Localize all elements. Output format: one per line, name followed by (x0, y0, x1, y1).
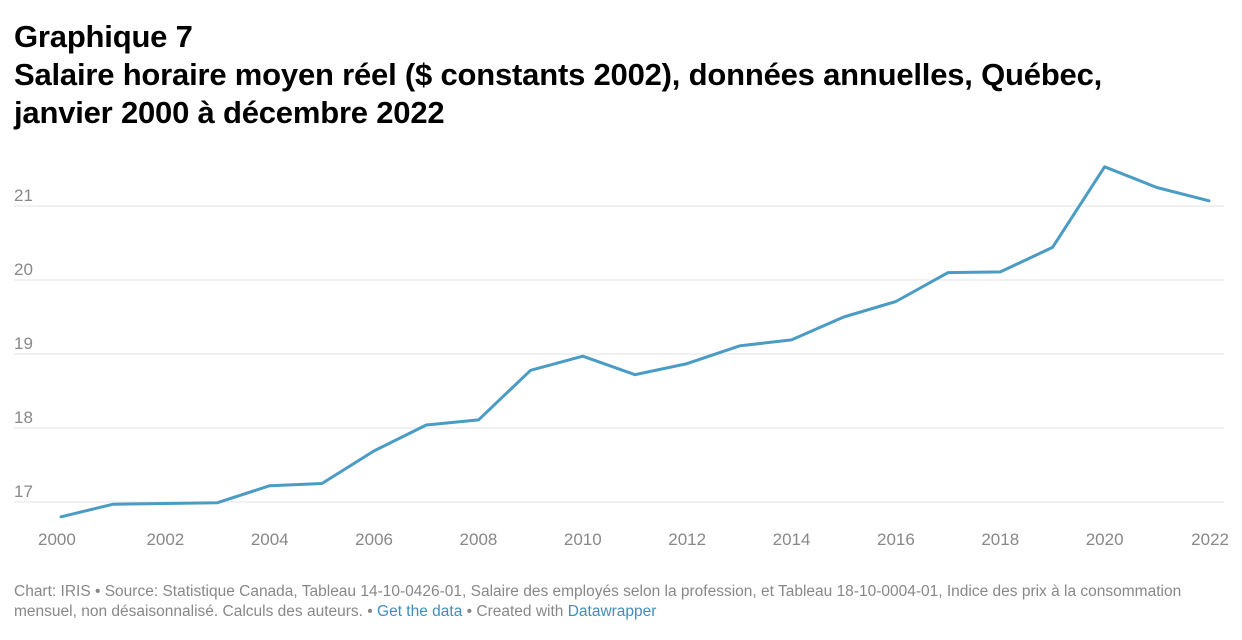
y-axis-ticks: 17 18 19 20 21 (14, 186, 33, 501)
footer-separator: • (90, 583, 105, 600)
x-tick-label: 2014 (773, 530, 811, 549)
data-point (1155, 186, 1158, 189)
x-tick-label: 2002 (146, 530, 184, 549)
source-note: Source: Statistique Canada, Tableau 14-1… (14, 583, 1182, 620)
series-line (59, 165, 1211, 519)
footer-separator: • (462, 603, 477, 620)
data-point (373, 449, 376, 452)
data-point (1103, 165, 1106, 168)
y-tick-label: 20 (14, 260, 33, 279)
y-tick-label: 18 (14, 408, 33, 427)
x-tick-label: 2006 (355, 530, 393, 549)
x-tick-label: 2008 (460, 530, 498, 549)
x-tick-label: 2004 (251, 530, 289, 549)
chart-footer: Chart: IRIS • Source: Statistique Canada… (14, 582, 1229, 622)
data-point (686, 362, 689, 365)
data-point (1208, 199, 1211, 202)
series-layer (59, 165, 1211, 519)
data-point (268, 484, 271, 487)
x-tick-label: 2016 (877, 530, 915, 549)
data-point (581, 355, 584, 358)
x-tick-label: 2022 (1191, 530, 1229, 549)
data-point (529, 369, 532, 372)
x-tick-label: 2018 (981, 530, 1019, 549)
data-point (842, 316, 845, 319)
x-tick-label: 2020 (1086, 530, 1124, 549)
chart-header: Graphique 7 Salaire horaire moyen réel (… (14, 18, 1224, 132)
data-point (947, 271, 950, 274)
data-point (425, 424, 428, 427)
data-point (216, 501, 219, 504)
created-with-label: Created with (476, 603, 568, 620)
chart-title-line-2: janvier 2000 à décembre 2022 (14, 95, 445, 130)
y-tick-label: 19 (14, 334, 33, 353)
x-tick-label: 2000 (38, 530, 76, 549)
chart-credit: Chart: IRIS (14, 583, 91, 600)
data-point (164, 502, 167, 505)
data-point (999, 270, 1002, 273)
data-point (1051, 246, 1054, 249)
data-point (477, 418, 480, 421)
y-tick-label: 21 (14, 186, 33, 205)
get-data-link[interactable]: Get the data (377, 603, 463, 620)
data-point (60, 515, 63, 518)
chart-kicker: Graphique 7 (14, 19, 193, 54)
y-tick-label: 17 (14, 482, 33, 501)
data-point (112, 503, 115, 506)
chart-title-line-1: Salaire horaire moyen réel ($ constants … (14, 57, 1103, 92)
grid-lines (14, 205, 1224, 503)
data-point (634, 373, 637, 376)
data-point (320, 482, 323, 485)
x-axis-ticks: 2000 2002 2004 2006 2008 2010 2012 2014 2016 2018… (38, 530, 1229, 549)
data-point (894, 300, 897, 303)
footer-separator: • (362, 603, 378, 620)
x-tick-label: 2012 (668, 530, 706, 549)
x-tick-label: 2010 (564, 530, 602, 549)
data-point (790, 338, 793, 341)
datawrapper-link[interactable]: Datawrapper (567, 603, 657, 620)
data-point (738, 344, 741, 347)
